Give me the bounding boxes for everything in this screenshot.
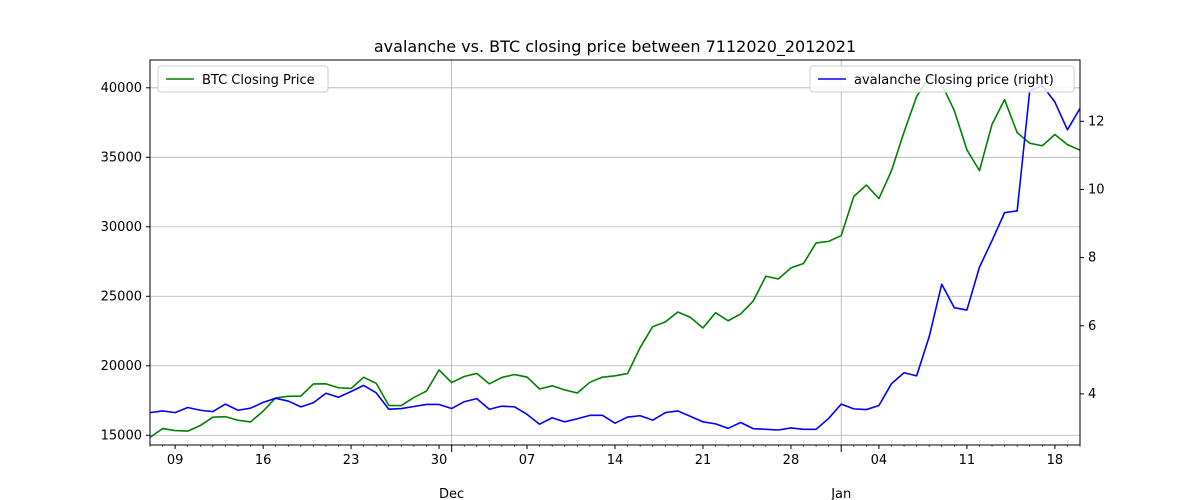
legend-avalanche: avalanche Closing price (right) (809, 65, 1075, 93)
y-right-tick-label: 4 (1088, 387, 1096, 402)
y-right-tick-label: 12 (1088, 114, 1105, 129)
legends: BTC Closing Price avalanche Closing price… (157, 65, 1075, 93)
y-left-tick-label: 20000 (101, 359, 142, 374)
y-left-tick-label: 35000 (101, 150, 142, 165)
x-tick-label: 09 (167, 453, 184, 468)
y-left-tick-label: 40000 (101, 81, 142, 96)
x-tick-label: 21 (695, 453, 712, 468)
axes: 15000 20000 25000 30000 35000 40000 4 6 8 10 12 09 1… (101, 81, 1105, 500)
y-left-tick-label: 30000 (101, 220, 142, 235)
x-tick-label: 07 (519, 453, 536, 468)
y-left-tick-label: 25000 (101, 289, 142, 304)
series-line-avalanche (149, 84, 1081, 431)
legend-box (157, 65, 329, 93)
legend-label: BTC Closing Price (202, 73, 315, 88)
x-tick-label: 16 (255, 453, 272, 468)
x-tick-label: 28 (783, 453, 800, 468)
y-left-tick-label: 15000 (101, 428, 142, 443)
x-tick-label: 23 (343, 453, 360, 468)
legend-btc: BTC Closing Price (157, 65, 329, 93)
x-tick-label: 18 (1047, 453, 1064, 468)
x-tick-label: 30 (431, 453, 448, 468)
y-right-tick-label: 8 (1088, 251, 1096, 266)
y-right-tick-label: 6 (1088, 319, 1096, 334)
legend-box (809, 65, 1075, 93)
x-tick-label: 11 (959, 453, 976, 468)
x-month-label: Jan (830, 487, 851, 500)
x-tick-label: 14 (607, 453, 624, 468)
x-tick-label: 04 (871, 453, 888, 468)
legend-label: avalanche Closing price (right) (854, 73, 1054, 88)
chart-title: avalanche vs. BTC closing price between … (374, 37, 856, 57)
x-month-label: Dec (439, 487, 464, 500)
y-right-tick-label: 10 (1088, 182, 1105, 197)
